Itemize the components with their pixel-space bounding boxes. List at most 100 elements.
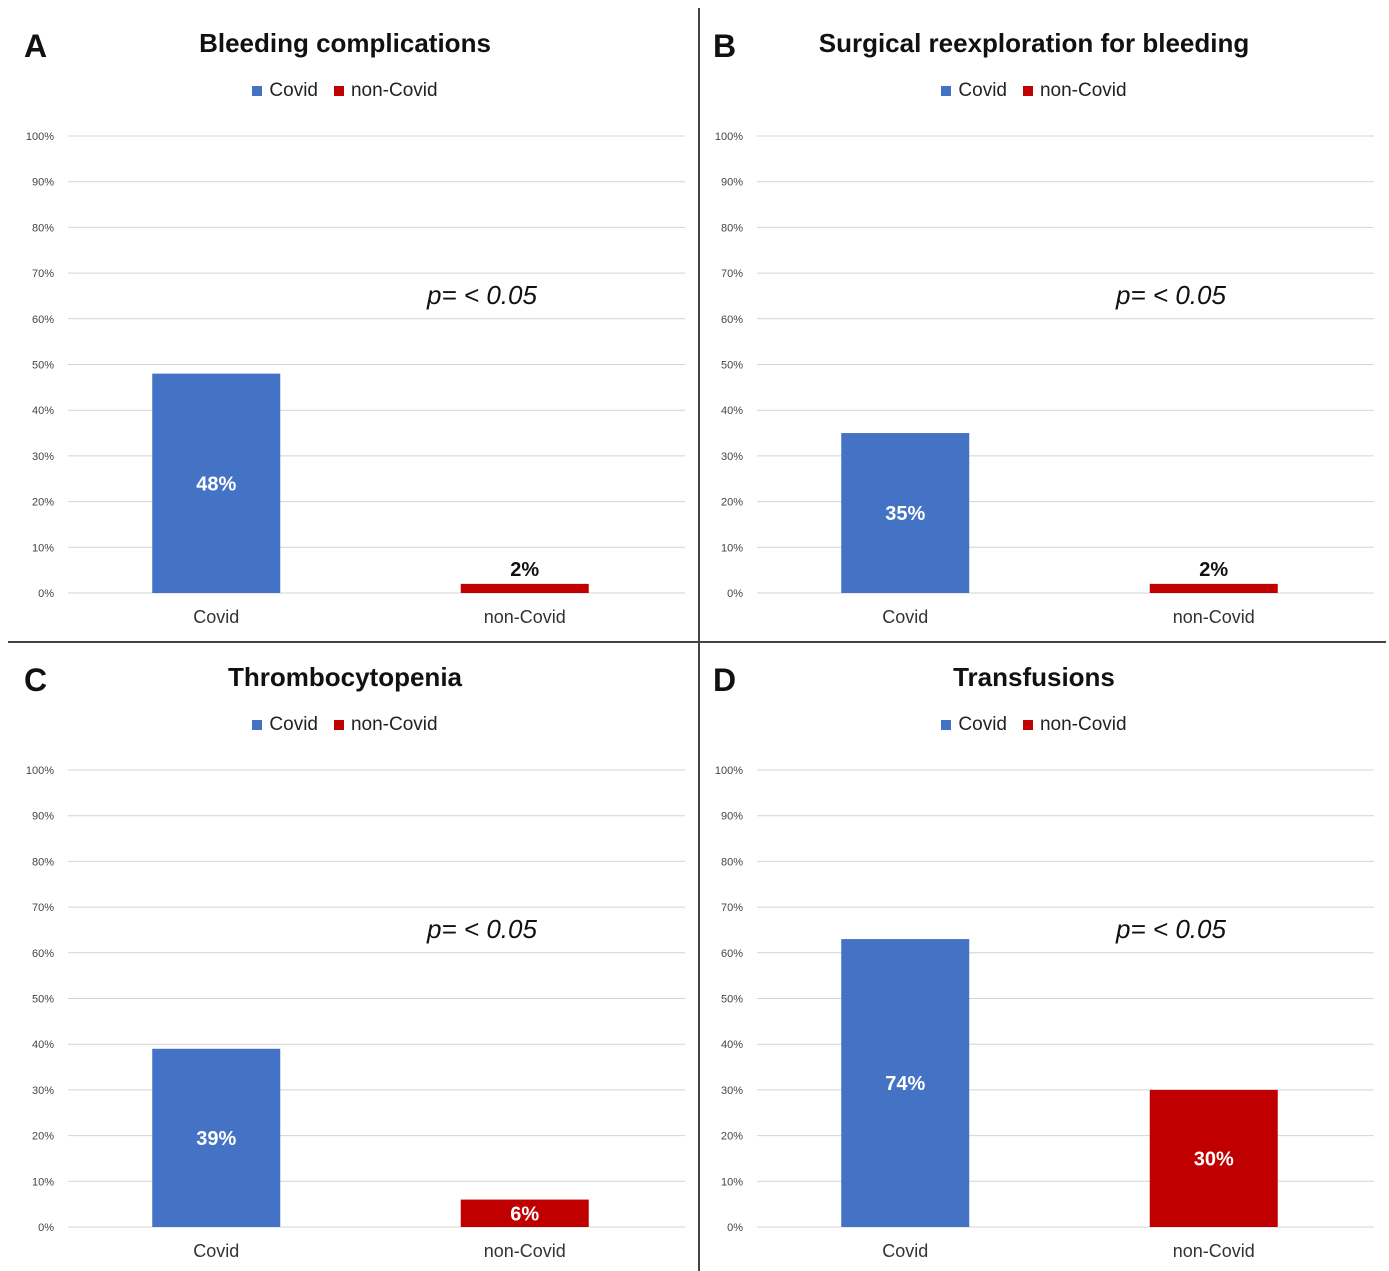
- plot-area: 0% 10% 20% 30% 40% 50% 60% 70% 80% 90% 100% 48% 2% Co…: [26, 131, 685, 627]
- p-value-annotation: p= < 0.05: [426, 914, 537, 944]
- panel-letter: A: [24, 28, 48, 64]
- legend: Covid non-Covid: [689, 80, 1379, 102]
- plot-area: 0% 10% 20% 30% 40% 50% 60% 70% 80% 90% 100% 35% 2% Co…: [715, 131, 1374, 627]
- legend-swatch-non-covid: [1022, 86, 1033, 96]
- y-tick-label: 60%: [32, 314, 54, 326]
- y-tick-label: 30%: [32, 451, 54, 463]
- legend-swatch-covid: [252, 720, 263, 730]
- legend: Covid non-Covid: [689, 714, 1379, 736]
- legend-swatch-non-covid: [1022, 720, 1033, 730]
- legend-label-covid: Covid: [269, 714, 318, 735]
- legend: Covid non-Covid: [0, 80, 690, 102]
- legend-label-covid: Covid: [958, 714, 1007, 735]
- panel-d: D Transfusions Covid non-Covid 0% 10% 20% 3…: [689, 634, 1379, 1268]
- legend-label-covid: Covid: [269, 80, 318, 101]
- panel-a: A Bleeding complications Covid non-Covid…: [0, 0, 690, 634]
- chart-title: Surgical reexploration for bleeding: [818, 28, 1250, 58]
- y-tick-label: 90%: [721, 811, 743, 823]
- x-category-label: non-Covid: [484, 607, 566, 627]
- bar-covid: [152, 1048, 281, 1227]
- y-tick-label: 70%: [721, 268, 743, 280]
- legend-swatch-covid: [941, 86, 952, 96]
- legend-label-non-covid: non-Covid: [350, 80, 438, 101]
- y-tick-label: 20%: [721, 1131, 743, 1143]
- y-tick-label: 90%: [721, 177, 743, 189]
- y-tick-label: 60%: [721, 948, 743, 960]
- y-tick-label: 50%: [32, 360, 54, 372]
- y-tick-label: 90%: [32, 177, 54, 189]
- legend-label-non-covid: non-Covid: [1039, 714, 1127, 735]
- legend-label-non-covid: non-Covid: [350, 714, 438, 735]
- bar-covid: [841, 939, 970, 1227]
- legend-swatch-non-covid: [333, 720, 344, 730]
- y-tick-label: 50%: [721, 360, 743, 372]
- x-category-label: Covid: [882, 1241, 928, 1261]
- bar-non-covid: [460, 583, 589, 593]
- data-label: 6%: [510, 1203, 539, 1225]
- y-tick-label: 100%: [715, 131, 743, 143]
- y-tick-label: 100%: [715, 765, 743, 777]
- bar-covid: [841, 433, 970, 593]
- panel-letter: B: [713, 28, 737, 64]
- data-label: 2%: [1199, 559, 1228, 581]
- x-category-label: Covid: [882, 607, 928, 627]
- legend: Covid non-Covid: [0, 714, 690, 736]
- vertical-divider: [698, 8, 700, 1271]
- panel-letter: C: [24, 662, 48, 698]
- legend-swatch-covid: [252, 86, 263, 96]
- plot-area: 0% 10% 20% 30% 40% 50% 60% 70% 80% 90% 100% 39% 6% Co…: [26, 765, 685, 1261]
- x-category-label: non-Covid: [1173, 607, 1255, 627]
- legend-item-covid: Covid: [252, 80, 318, 102]
- y-tick-label: 60%: [32, 948, 54, 960]
- data-label: 39%: [196, 1128, 236, 1150]
- data-label: 30%: [1194, 1148, 1234, 1170]
- y-tick-label: 40%: [32, 1039, 54, 1051]
- p-value-annotation: p= < 0.05: [426, 280, 537, 310]
- legend-item-covid: Covid: [252, 714, 318, 736]
- y-tick-label: 10%: [721, 542, 743, 554]
- y-tick-label: 0%: [727, 1222, 743, 1234]
- y-tick-label: 60%: [721, 314, 743, 326]
- y-tick-label: 20%: [32, 1131, 54, 1143]
- horizontal-divider: [8, 641, 1386, 643]
- x-category-label: non-Covid: [1173, 1241, 1255, 1261]
- legend-item-non-covid: non-Covid: [333, 80, 438, 102]
- y-tick-label: 80%: [721, 856, 743, 868]
- y-tick-label: 50%: [32, 994, 54, 1006]
- panel-letter: D: [713, 662, 737, 698]
- p-value-annotation: p= < 0.05: [1115, 914, 1226, 944]
- y-tick-label: 40%: [721, 405, 743, 417]
- panel-b: B Surgical reexploration for bleeding Co…: [689, 0, 1379, 634]
- bar-non-covid: [460, 1199, 589, 1227]
- data-label: 2%: [510, 559, 539, 581]
- y-tick-label: 0%: [38, 1222, 54, 1234]
- bar-covid: [152, 373, 281, 593]
- legend-item-non-covid: non-Covid: [1022, 714, 1127, 736]
- y-tick-label: 70%: [32, 268, 54, 280]
- bar-non-covid: [1149, 1089, 1278, 1227]
- y-tick-label: 100%: [26, 765, 54, 777]
- y-tick-label: 30%: [721, 1085, 743, 1097]
- chart-title: Transfusions: [953, 662, 1115, 692]
- plot-area: 0% 10% 20% 30% 40% 50% 60% 70% 80% 90% 100% 74% 30% C…: [715, 765, 1374, 1261]
- y-tick-label: 50%: [721, 994, 743, 1006]
- x-category-label: non-Covid: [484, 1241, 566, 1261]
- legend-swatch-non-covid: [333, 86, 344, 96]
- y-tick-label: 10%: [721, 1176, 743, 1188]
- data-label: 48%: [196, 473, 236, 495]
- x-category-label: Covid: [193, 1241, 239, 1261]
- y-tick-label: 70%: [721, 902, 743, 914]
- p-value-annotation: p= < 0.05: [1115, 280, 1226, 310]
- y-tick-label: 0%: [727, 588, 743, 600]
- y-tick-label: 40%: [32, 405, 54, 417]
- chart-title: Thrombocytopenia: [227, 662, 462, 692]
- legend-item-non-covid: non-Covid: [1022, 80, 1127, 102]
- y-tick-label: 70%: [32, 902, 54, 914]
- data-label: 35%: [885, 503, 925, 525]
- y-tick-label: 80%: [721, 222, 743, 234]
- legend-item-covid: Covid: [941, 714, 1007, 736]
- y-tick-label: 90%: [32, 811, 54, 823]
- y-tick-label: 100%: [26, 131, 54, 143]
- bar-non-covid: [1149, 583, 1278, 593]
- y-tick-label: 30%: [32, 1085, 54, 1097]
